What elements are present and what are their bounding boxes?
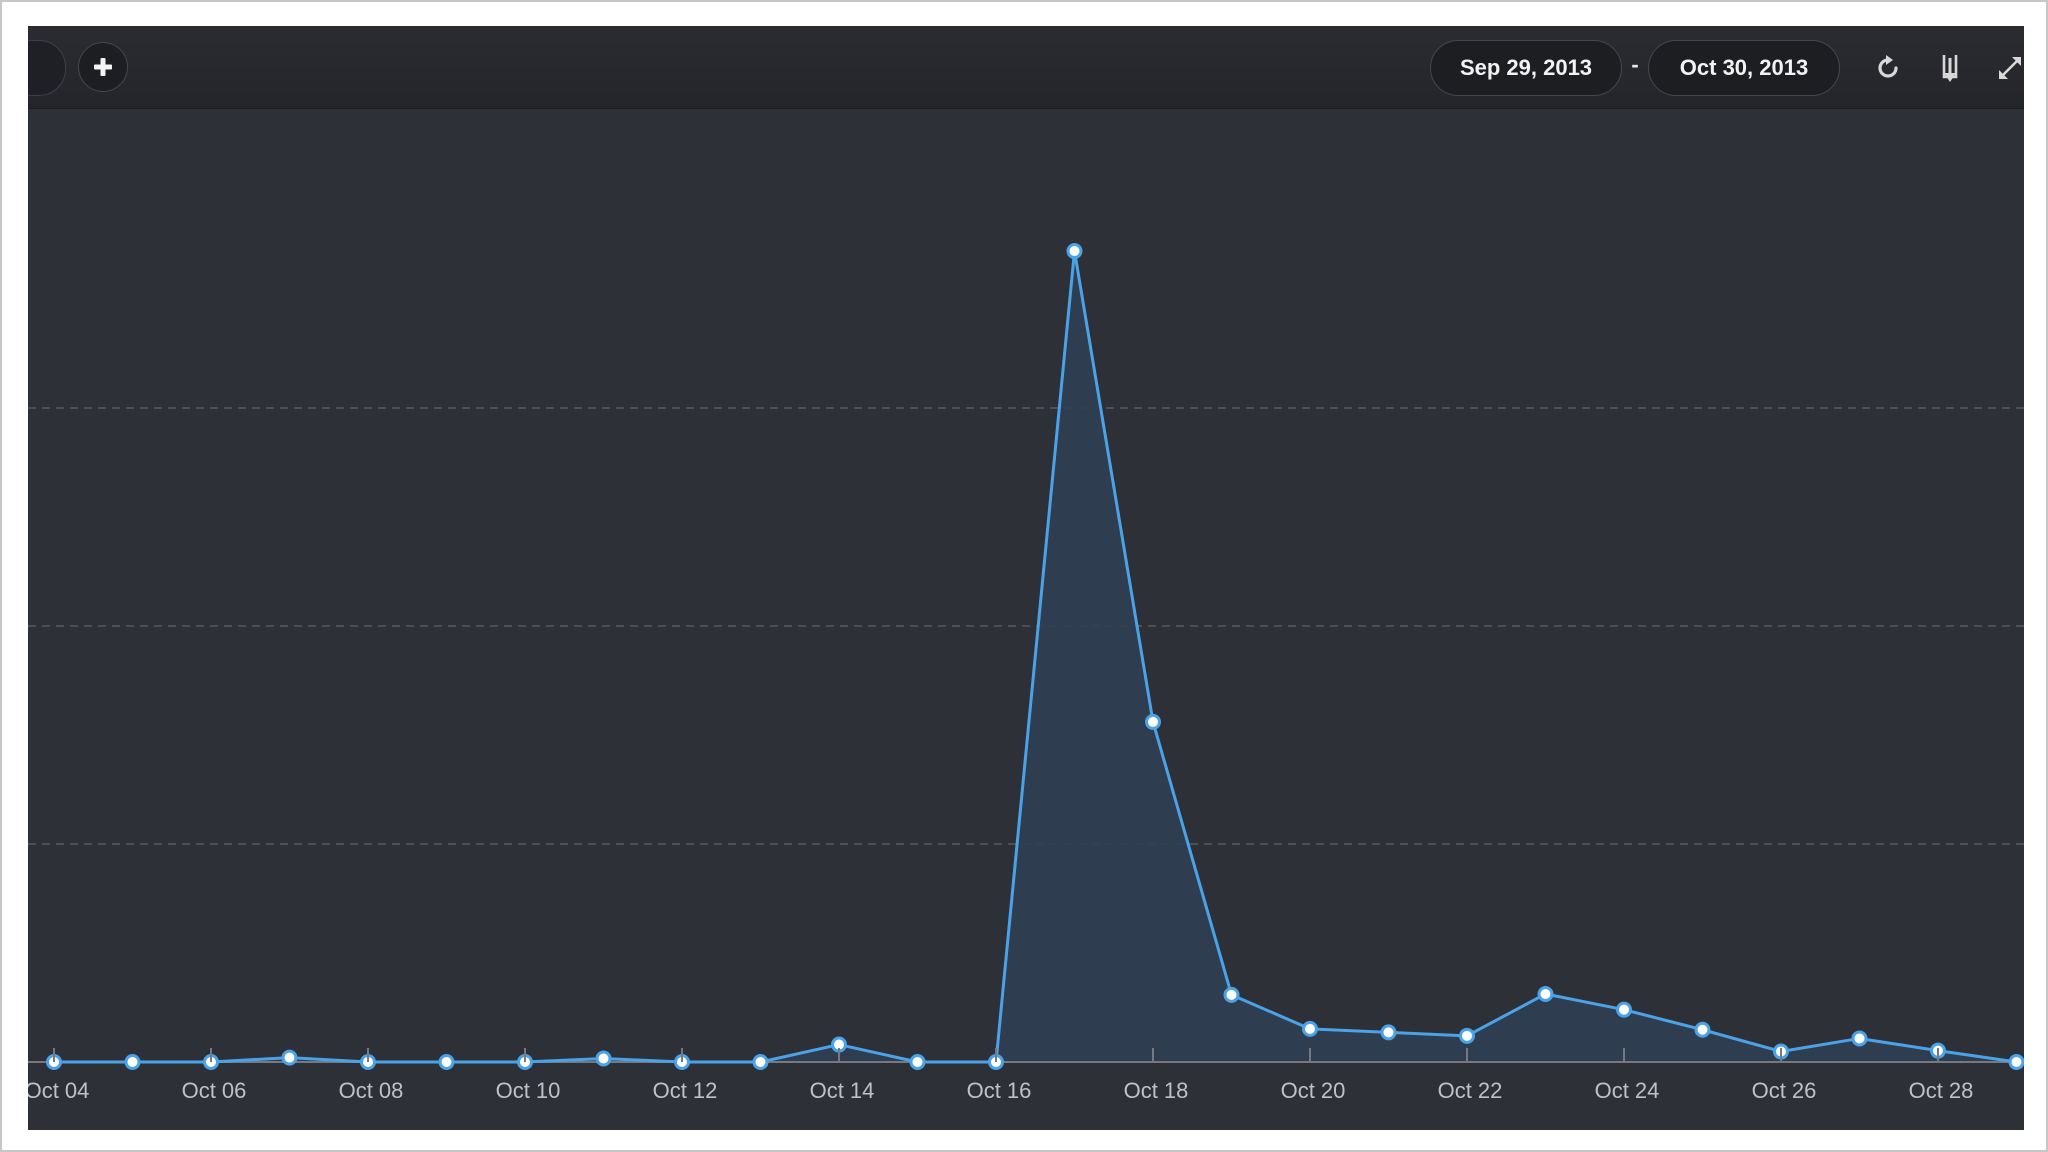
data-point	[752, 1054, 769, 1070]
expand-icon	[1999, 57, 2021, 79]
data-point	[281, 1049, 298, 1066]
line-layer	[54, 249, 2017, 1064]
x-tick-label: Oct 14	[810, 1078, 875, 1103]
x-tick-label: Oct 10	[496, 1078, 561, 1103]
data-point	[1302, 1020, 1318, 1037]
data-point	[1851, 1030, 1868, 1047]
toolbar: Sep 29, 2013 - Oct 30, 2013	[28, 26, 2024, 109]
data-point	[2008, 1054, 2024, 1070]
line-chart: Oct 04 Oct 06 Oct 08 Oct 10 Oct 12 Oct 14 Oct …	[28, 243, 2024, 1103]
data-point	[1066, 243, 1083, 260]
chart-area: Oct 04 Oct 06 Oct 08 Oct 10 Oct 12 Oct 14 Oct …	[28, 108, 2024, 1130]
data-point	[1537, 985, 1554, 1002]
data-point	[438, 1054, 455, 1070]
x-tick-label: Oct 16	[967, 1078, 1032, 1103]
data-point	[124, 1054, 141, 1070]
data-point	[1380, 1024, 1397, 1041]
plus-icon	[94, 58, 112, 76]
download-icon	[1942, 55, 1958, 82]
refresh-button[interactable]	[1870, 50, 1906, 86]
start-date-picker[interactable]: Sep 29, 2013	[1430, 40, 1622, 96]
left-pill-button[interactable]	[28, 40, 66, 96]
data-point	[1145, 713, 1161, 730]
data-point	[1223, 986, 1240, 1003]
x-tick-label: Oct 22	[1438, 1078, 1503, 1103]
x-tick-label: Oct 20	[1281, 1078, 1346, 1103]
add-button[interactable]	[78, 42, 128, 92]
refresh-icon	[1878, 55, 1898, 78]
chart-window: Sep 29, 2013 - Oct 30, 2013	[28, 26, 2024, 1130]
data-point	[595, 1050, 612, 1067]
x-tick-label: Oct 04	[28, 1078, 89, 1103]
x-tick-label: Oct 18	[1124, 1078, 1189, 1103]
data-point	[1694, 1021, 1711, 1038]
x-tick-label: Oct 24	[1595, 1078, 1660, 1103]
fullscreen-button[interactable]	[1992, 50, 2024, 86]
data-point	[1616, 1001, 1632, 1018]
x-tick-label: Oct 08	[339, 1078, 404, 1103]
download-button[interactable]	[1932, 50, 1968, 86]
x-tick-label: Oct 28	[1909, 1078, 1974, 1103]
tick-layer: Oct 04 Oct 06 Oct 08 Oct 10 Oct 12 Oct 14 Oct …	[28, 1048, 1973, 1103]
data-point	[909, 1054, 926, 1070]
x-tick-label: Oct 26	[1752, 1078, 1817, 1103]
data-point	[1459, 1027, 1475, 1044]
end-date-picker[interactable]: Oct 30, 2013	[1648, 40, 1840, 96]
date-range-separator: -	[1631, 52, 1639, 77]
x-tick-label: Oct 06	[182, 1078, 247, 1103]
x-tick-label: Oct 12	[653, 1078, 718, 1103]
series-line	[54, 249, 2017, 1064]
